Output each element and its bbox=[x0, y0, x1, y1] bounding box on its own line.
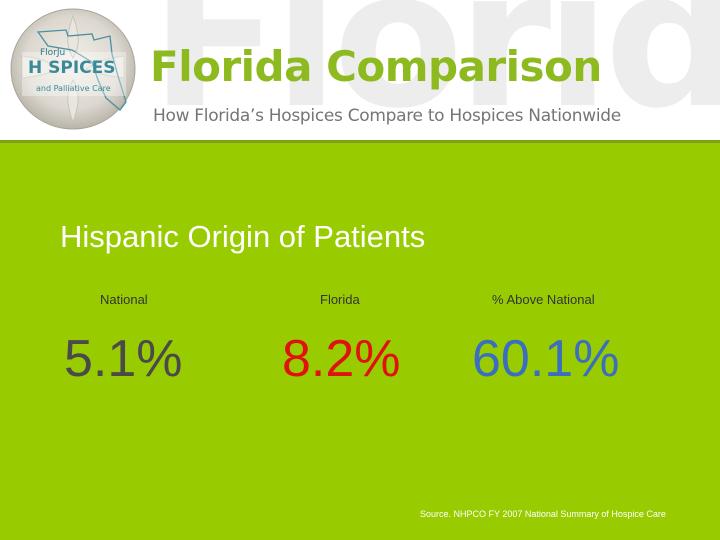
stat-florida: 8.2% bbox=[282, 330, 401, 388]
logo-line-3: and Palliative Care bbox=[36, 84, 111, 93]
logo-line-1: FlorJu bbox=[40, 48, 66, 58]
slide-heading: Hispanic Origin of Patients bbox=[60, 219, 426, 254]
page-subtitle: How Florida’s Hospices Compare to Hospic… bbox=[153, 106, 621, 126]
label-florida: Florida bbox=[320, 292, 360, 307]
label-above-national: % Above National bbox=[492, 292, 595, 307]
watermark-text: Florida bbox=[150, 0, 720, 140]
logo: FlorJu H SPICES and Palliative Care bbox=[8, 6, 138, 132]
sand-dollar-logo-icon bbox=[10, 8, 136, 130]
logo-line-2: H SPICES bbox=[28, 58, 116, 78]
stat-national: 5.1% bbox=[64, 330, 183, 388]
label-national: National bbox=[100, 292, 148, 307]
page-title: Florida Comparison bbox=[150, 42, 602, 91]
header: Florida FlorJu H SPICES and Palliative C… bbox=[0, 0, 720, 140]
header-divider bbox=[0, 140, 720, 143]
source-note: Source. NHPCO FY 2007 National Summary o… bbox=[420, 509, 666, 519]
stat-above-national: 60.1% bbox=[472, 330, 620, 388]
slide-body: Hispanic Origin of Patients National Flo… bbox=[0, 143, 720, 540]
